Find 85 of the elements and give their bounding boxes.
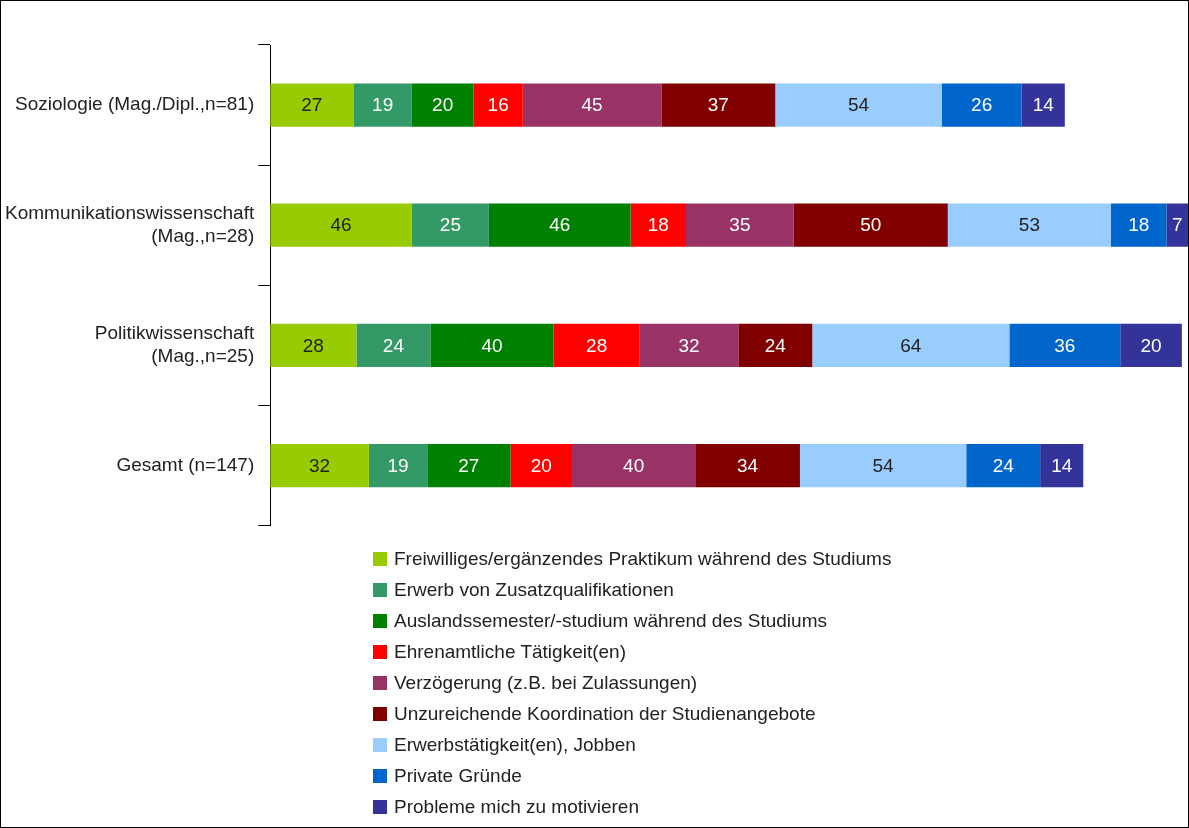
bar (738, 323, 813, 367)
bar (522, 83, 662, 127)
legend-label: Private Gründe (394, 764, 522, 787)
bar (270, 203, 412, 247)
bar (411, 83, 474, 127)
data-label: 37 (707, 94, 729, 116)
data-label: 25 (439, 214, 461, 236)
data-label: 32 (678, 334, 700, 356)
data-label: 54 (872, 454, 895, 476)
data-label: 28 (586, 334, 608, 356)
data-label: 46 (549, 214, 571, 236)
bar (368, 443, 428, 488)
bar (947, 203, 1112, 247)
data-label: 45 (581, 94, 603, 116)
legend-label: Ehrenamtliche Tätigkeit(en) (394, 640, 626, 663)
data-label: 36 (1054, 334, 1076, 356)
bar (793, 203, 948, 247)
y-tick-label: Soziologie (Mag./Dipl.,n=81) (15, 93, 255, 115)
bar (430, 323, 554, 367)
bar (270, 443, 369, 488)
legend-label: Auslandssemester/-studium während des Studiums (394, 609, 827, 632)
bar (353, 83, 412, 127)
data-label: 20 (1140, 334, 1162, 356)
legend-label: Freiwilliges/ergänzendes Praktikum während des Studiums (394, 547, 892, 570)
y-tick-label: Politikwissenschaft (Mag.,n=25) (94, 322, 255, 367)
bar (553, 323, 640, 367)
data-label: 19 (387, 454, 409, 476)
data-label: 14 (1032, 94, 1055, 116)
data-label: 20 (530, 454, 552, 476)
bar (812, 323, 1010, 367)
bar (966, 443, 1041, 488)
bar (630, 203, 686, 247)
legend-label: Unzureichende Koordination der Studienangebote (394, 702, 816, 725)
data-label: 24 (764, 334, 787, 356)
bar (1009, 323, 1121, 367)
data-label: 28 (302, 334, 324, 356)
data-label: 40 (623, 454, 645, 476)
legend-label: Verzögerung (z.B. bei Zulassungen) (394, 671, 698, 694)
data-label: 27 (301, 94, 323, 116)
bar (411, 203, 489, 247)
bar (488, 203, 631, 247)
bar (1120, 323, 1182, 367)
data-label: 19 (372, 94, 394, 116)
bar (775, 83, 942, 127)
bar (1021, 83, 1065, 127)
data-label: 26 (971, 94, 993, 116)
bar (572, 443, 696, 488)
data-label: 27 (458, 454, 480, 476)
y-tick-label: Kommunikationswissenschaft (Mag.,n=28) (5, 202, 255, 246)
data-label: 35 (729, 214, 751, 236)
bar (356, 323, 431, 367)
data-label: 32 (308, 454, 331, 476)
bar (270, 83, 354, 127)
bar (799, 443, 967, 488)
legend-label: Probleme mich zu motivieren (394, 795, 639, 818)
data-label: 53 (1018, 214, 1040, 236)
data-label: 46 (330, 214, 352, 236)
bar (661, 83, 776, 127)
data-label: 54 (847, 94, 870, 116)
data-label: 7 (1171, 214, 1183, 236)
bar (1040, 443, 1084, 488)
bar (473, 83, 523, 127)
bar (510, 443, 573, 488)
bar (685, 203, 794, 247)
legend-label: Erwerbstätigkeit(en), Jobben (394, 733, 636, 756)
legend-label: Erwerb von Zusatzqualifikationen (394, 578, 674, 601)
data-label: 50 (860, 214, 882, 236)
data-label: 40 (481, 334, 503, 356)
bar (639, 323, 739, 367)
bar (1166, 203, 1188, 247)
data-label: 24 (992, 454, 1015, 476)
bar (1111, 203, 1167, 247)
bar (270, 323, 357, 367)
data-label: 18 (1128, 214, 1150, 236)
data-label: 34 (737, 454, 759, 476)
data-label: 24 (382, 334, 405, 356)
bar (941, 83, 1022, 127)
data-label: 18 (647, 214, 669, 236)
y-tick-label: Gesamt (n=147) (116, 453, 255, 475)
data-label: 16 (487, 94, 509, 116)
bar (427, 443, 511, 488)
bar (695, 443, 800, 488)
data-label: 20 (432, 94, 454, 116)
data-label: 64 (900, 334, 922, 356)
data-label: 14 (1051, 454, 1073, 476)
